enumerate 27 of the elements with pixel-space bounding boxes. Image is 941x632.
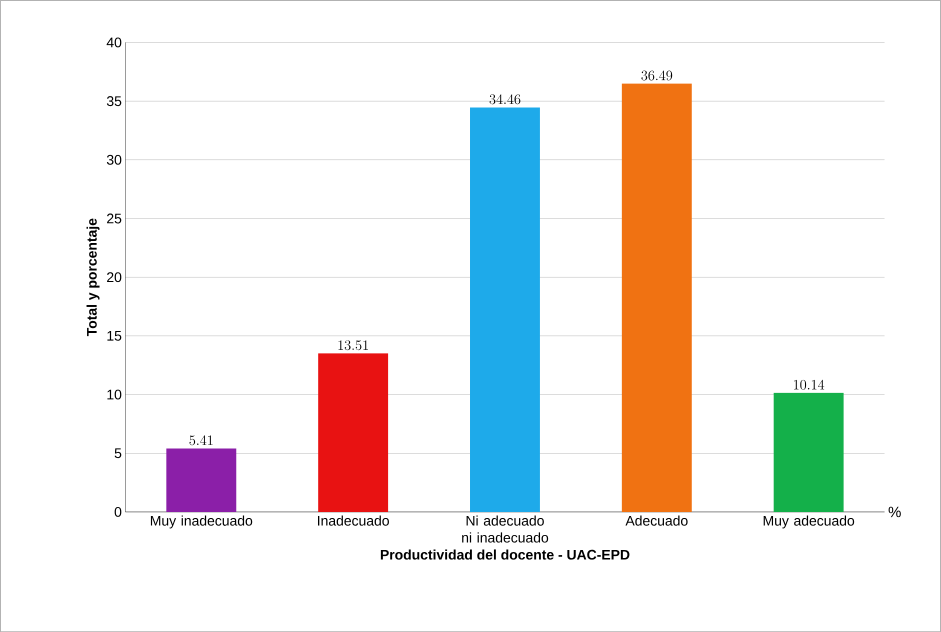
data-label: 5.41 — [190, 435, 213, 446]
y-tick-label: 20 — [107, 272, 122, 282]
x-tick-label: Adecuado — [625, 515, 688, 526]
x-tick-label: Muy adecuado — [764, 515, 854, 528]
bar — [774, 392, 844, 512]
data-label: 13.51 — [338, 340, 368, 350]
y-tick-label: 30 — [106, 154, 122, 165]
y-tick-label: 40 — [106, 37, 122, 48]
y-tick-label: 5 — [114, 448, 122, 458]
x-tick-label: Muy inadecuado — [150, 515, 252, 528]
bar — [166, 448, 236, 512]
bar — [318, 353, 388, 512]
x-tick-label: Ni adecuado ni inadecuado — [462, 515, 548, 542]
y-tick-label: 25 — [107, 213, 122, 224]
x-tick-label: Inadecuado — [318, 515, 389, 526]
x-axis-title: Productividad del docente - UAC-EPD — [380, 549, 630, 560]
y-axis-title: Total y porcentaje — [86, 218, 100, 336]
data-label: 36.49 — [641, 70, 672, 80]
bar — [622, 83, 692, 512]
bar — [470, 107, 540, 512]
y-tick-label: 15 — [107, 330, 122, 341]
text: % — [888, 506, 901, 518]
y-tick-label: 0 — [114, 506, 122, 517]
data-label: 10. 14 — [794, 380, 824, 390]
y-tick-label: 35 — [106, 96, 122, 106]
data-label: 34.46 — [490, 94, 520, 104]
y-tick-label: 10 — [107, 389, 122, 400]
